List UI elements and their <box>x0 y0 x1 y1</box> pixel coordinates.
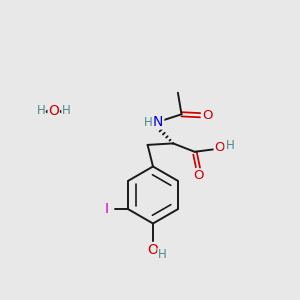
Text: N: N <box>153 115 163 128</box>
Text: H: H <box>225 139 234 152</box>
Text: I: I <box>105 202 109 216</box>
Text: O: O <box>49 104 59 118</box>
Text: O: O <box>148 243 158 257</box>
Text: O: O <box>215 141 225 154</box>
Text: O: O <box>193 169 203 182</box>
Text: H: H <box>37 104 46 118</box>
Text: H: H <box>62 104 71 118</box>
Text: O: O <box>202 109 213 122</box>
Text: H: H <box>143 116 152 129</box>
Text: H: H <box>158 248 167 262</box>
